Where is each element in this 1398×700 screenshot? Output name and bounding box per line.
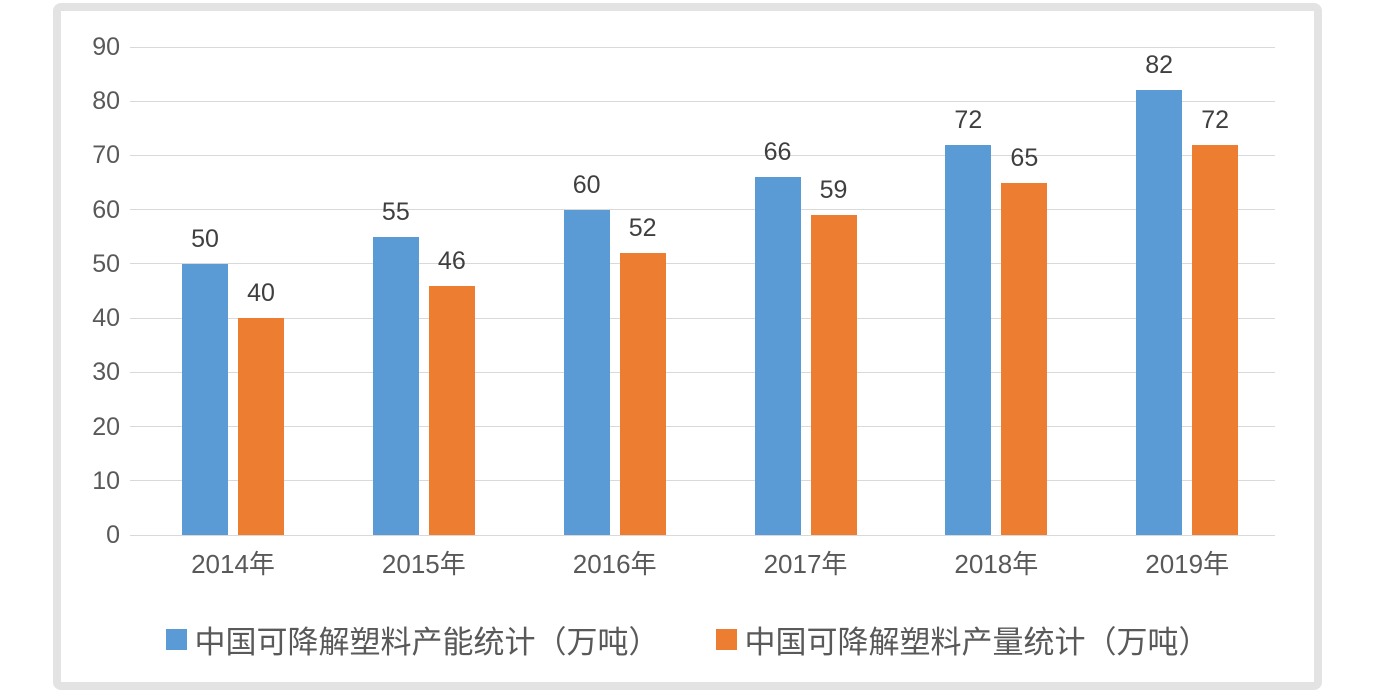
bar-capacity <box>182 263 228 535</box>
bar-value-label: 65 <box>1010 143 1039 172</box>
bar-output <box>428 285 475 535</box>
y-axis-tick-label: 10 <box>92 466 120 495</box>
bar-value-label: 59 <box>819 176 848 205</box>
x-axis-category-label: 2016年 <box>572 549 657 579</box>
grid-line <box>130 426 1275 428</box>
chart-frame: 0 10 20 30 40 50 60 70 80 90 50 55 60 66 72 82 40 46 52 59… <box>53 3 1322 690</box>
bar-capacity <box>372 236 419 535</box>
y-axis-tick-label: 20 <box>92 412 120 441</box>
bar-output <box>619 253 666 535</box>
grid-line <box>130 46 1275 48</box>
y-axis-tick-label: 40 <box>92 304 120 333</box>
y-axis-tick-label: 70 <box>92 141 120 170</box>
bar-value-label: 82 <box>1145 51 1174 80</box>
bar-output <box>810 215 857 535</box>
bar-capacity <box>945 144 992 535</box>
grid-line <box>130 480 1275 482</box>
bar-value-label: 55 <box>381 197 410 226</box>
x-axis-category-label: 2015年 <box>381 549 466 579</box>
plot-area: 50 55 60 66 72 82 40 46 52 59 65 72 2014年 2015年 2016年 2… <box>130 46 1275 579</box>
bar-capacity <box>563 209 610 535</box>
bar-value-label: 72 <box>1201 105 1230 134</box>
bar-value-label: 66 <box>763 138 792 167</box>
grid-line <box>130 209 1275 211</box>
x-axis-category-label: 2018年 <box>954 549 1039 579</box>
bar-value-label: 72 <box>954 105 983 134</box>
y-axis-tick-label: 60 <box>92 195 120 224</box>
grid-line <box>130 100 1275 102</box>
y-axis-tick-label: 90 <box>92 33 120 61</box>
bar-value-label: 52 <box>628 214 657 243</box>
bar-capacity <box>754 177 801 535</box>
x-axis-line <box>130 534 1275 536</box>
bar-output <box>1192 144 1239 535</box>
bar-value-label: 50 <box>191 224 219 253</box>
y-axis-tick-label: 50 <box>92 249 120 278</box>
y-axis-tick-label: 80 <box>92 87 120 116</box>
legend-swatch-icon <box>165 629 187 650</box>
bar-value-label: 60 <box>572 170 601 199</box>
grid-line <box>130 371 1275 373</box>
legend-item-label: 中国可降解塑料产量统计（万吨） <box>744 625 1210 660</box>
bar-value-label: 40 <box>247 279 275 308</box>
bar-output <box>238 318 284 535</box>
y-axis-tick-label: 0 <box>106 521 120 549</box>
x-axis-category-label: 2017年 <box>763 549 848 579</box>
legend-item: 中国可降解塑料产量统计（万吨） <box>715 617 1210 662</box>
y-axis-tick-label: 30 <box>92 358 120 387</box>
y-axis: 0 10 20 30 40 50 60 70 80 90 <box>61 33 120 549</box>
bar-capacity <box>1136 90 1183 535</box>
grid-line <box>130 263 1275 265</box>
grid-line <box>130 317 1275 319</box>
x-axis-category-label: 2014年 <box>191 549 275 579</box>
legend-swatch-icon <box>715 629 737 650</box>
grid-line <box>130 154 1275 156</box>
bar-output <box>1001 182 1048 535</box>
legend-item-label: 中国可降解塑料产能统计（万吨） <box>194 625 660 660</box>
bar-value-label: 46 <box>437 246 466 275</box>
x-axis-category-label: 2019年 <box>1145 549 1230 579</box>
legend-item: 中国可降解塑料产能统计（万吨） <box>165 617 660 662</box>
legend: 中国可降解塑料产能统计（万吨） 中国可降解塑料产量统计（万吨） <box>61 617 1314 662</box>
